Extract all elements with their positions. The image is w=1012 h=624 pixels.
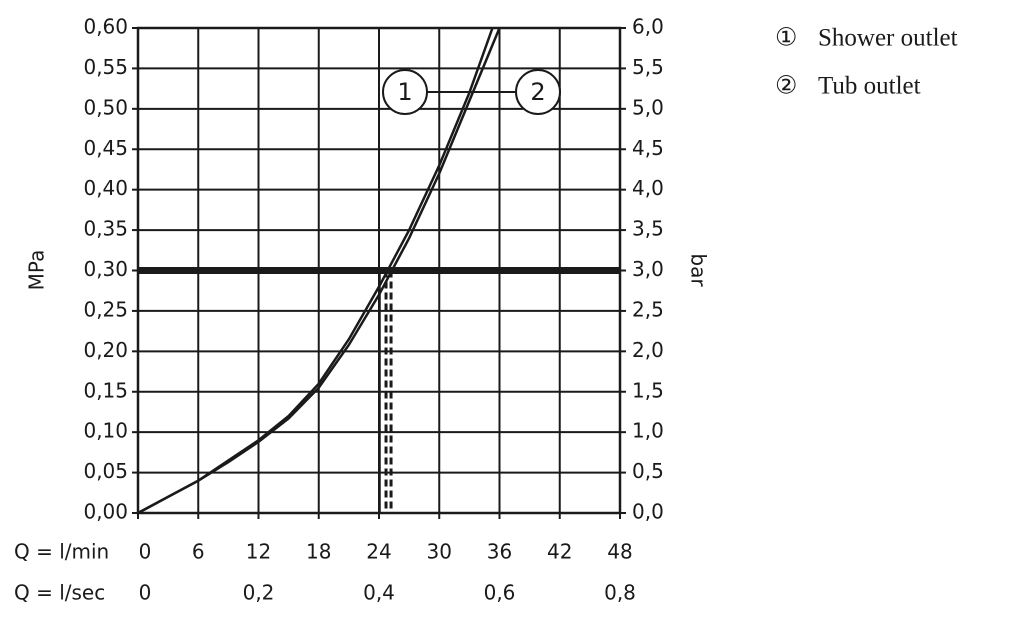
y-tick-label: 0,45 xyxy=(83,136,128,160)
y-tick-label: 0,55 xyxy=(83,55,128,79)
y2-tick-label: 0,0 xyxy=(632,500,664,524)
y2-axis-label: bar xyxy=(687,253,711,287)
y2-tick-label: 2,5 xyxy=(632,297,664,321)
y2-tick-label: 1,0 xyxy=(632,419,664,443)
y-tick-label: 0,60 xyxy=(83,15,128,39)
x-tick-label: 24 xyxy=(366,540,391,564)
legend-marker: ② xyxy=(775,73,797,100)
y2-tick-label: 3,5 xyxy=(632,217,664,241)
y-tick-label: 0,20 xyxy=(83,338,128,362)
x-tick-label: 18 xyxy=(306,540,331,564)
y-tick-label: 0,05 xyxy=(83,459,128,483)
x-tick-label: 12 xyxy=(246,540,271,564)
x2-tick-label: 0 xyxy=(139,581,152,605)
x-tick-label: 36 xyxy=(487,540,512,564)
y-tick-label: 0,00 xyxy=(83,500,128,524)
series-line xyxy=(137,27,501,515)
y2-tick-label: 5,5 xyxy=(632,55,664,79)
y2-tick-label: 4,0 xyxy=(632,176,664,200)
y2-tick-label: 3,0 xyxy=(632,257,664,281)
x-tick-label: 0 xyxy=(139,540,152,564)
y-tick-label: 0,25 xyxy=(83,297,128,321)
x2-tick-label: 0,2 xyxy=(243,581,275,605)
callout-label: 2 xyxy=(530,78,545,106)
x2-tick-label: 0,4 xyxy=(363,581,395,605)
x-axis-label: Q = l/min xyxy=(14,540,109,564)
y-tick-label: 0,50 xyxy=(83,95,128,119)
y2-tick-label: 5,0 xyxy=(632,95,664,119)
y2-tick-label: 6,0 xyxy=(632,15,664,39)
legend-label: Tub outlet xyxy=(818,73,921,100)
callout-label: 1 xyxy=(397,78,412,106)
x-tick-label: 48 xyxy=(607,540,632,564)
y2-tick-label: 1,5 xyxy=(632,378,664,402)
y-tick-label: 0,30 xyxy=(83,257,128,281)
x2-axis-label: Q = l/sec xyxy=(14,581,105,605)
legend-marker: ① xyxy=(775,25,797,52)
y2-tick-label: 2,0 xyxy=(632,338,664,362)
legend: ① Shower outlet ② Tub outlet xyxy=(775,25,958,100)
x2-tick-label: 0,6 xyxy=(484,581,516,605)
y-tick-label: 0,40 xyxy=(83,176,128,200)
y2-tick-label: 0,5 xyxy=(632,459,664,483)
callout-circle xyxy=(515,69,561,115)
legend-label: Shower outlet xyxy=(818,25,958,52)
x2-tick-label: 0,8 xyxy=(604,581,636,605)
y-tick-label: 0,15 xyxy=(83,378,128,402)
x-tick-label: 30 xyxy=(427,540,452,564)
y-tick-label: 0,35 xyxy=(83,217,128,241)
x-tick-label: 42 xyxy=(547,540,572,564)
callout-circle xyxy=(382,69,428,115)
y-axis-label: MPa xyxy=(25,250,49,291)
y-tick-label: 0,10 xyxy=(83,419,128,443)
y2-tick-label: 4,5 xyxy=(632,136,664,160)
x-tick-label: 6 xyxy=(192,540,205,564)
